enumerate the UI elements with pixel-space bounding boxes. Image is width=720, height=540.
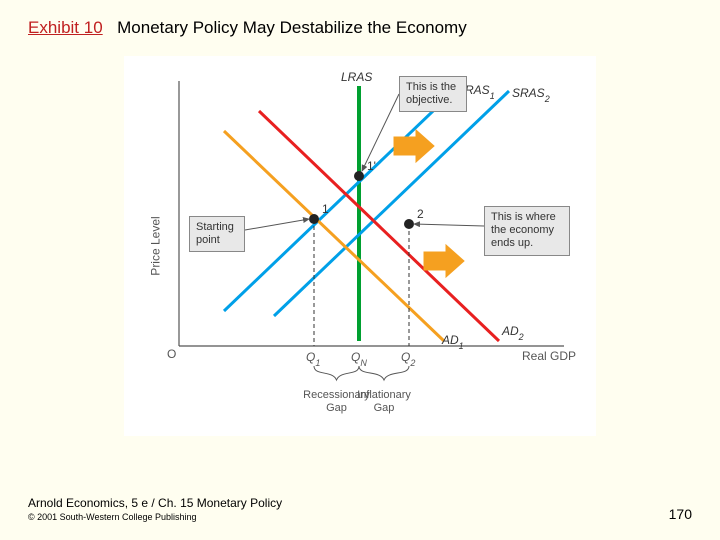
- svg-text:QN: QN: [351, 350, 367, 368]
- svg-text:Inflationary: Inflationary: [357, 389, 411, 401]
- callout-starting-point: Starting point: [189, 216, 245, 252]
- callout-text: Starting: [196, 221, 234, 233]
- svg-text:AD2: AD2: [501, 324, 524, 342]
- callout-text: This is the: [406, 81, 456, 93]
- exhibit-title: Monetary Policy May Destabilize the Econ…: [117, 18, 467, 38]
- svg-text:Q2: Q2: [401, 350, 415, 368]
- callout-objective: This is the objective.: [399, 76, 467, 112]
- footer-citation: Arnold Economics, 5 e / Ch. 15 Monetary …: [28, 496, 692, 510]
- svg-text:1: 1: [322, 202, 329, 216]
- svg-text:LRAS: LRAS: [341, 70, 372, 84]
- callout-text: point: [196, 234, 220, 246]
- callout-ends-up: This is where the economy ends up.: [484, 206, 570, 256]
- svg-text:2: 2: [417, 207, 424, 221]
- footer-copyright: © 2001 South-Western College Publishing: [28, 512, 692, 522]
- slide-footer: Arnold Economics, 5 e / Ch. 15 Monetary …: [28, 496, 692, 522]
- chart-container: Price Level OReal GDPLRASSRAS1SRAS2AD1AD…: [124, 56, 596, 436]
- callout-text: This is where: [491, 211, 556, 223]
- svg-text:SRAS2: SRAS2: [512, 86, 550, 104]
- svg-text:Real GDP: Real GDP: [522, 349, 576, 363]
- exhibit-number: Exhibit 10: [28, 18, 103, 38]
- page-number: 170: [669, 506, 692, 522]
- callout-text: the economy: [491, 224, 554, 236]
- callout-text: objective.: [406, 94, 452, 106]
- svg-text:O: O: [167, 347, 176, 361]
- svg-text:Gap: Gap: [374, 402, 395, 414]
- callout-text: ends up.: [491, 237, 533, 249]
- svg-text:Gap: Gap: [326, 402, 347, 414]
- slide-header: Exhibit 10 Monetary Policy May Destabili…: [0, 0, 720, 46]
- svg-text:1': 1': [367, 159, 376, 173]
- svg-text:Q1: Q1: [306, 350, 320, 368]
- svg-text:AD1: AD1: [441, 333, 464, 351]
